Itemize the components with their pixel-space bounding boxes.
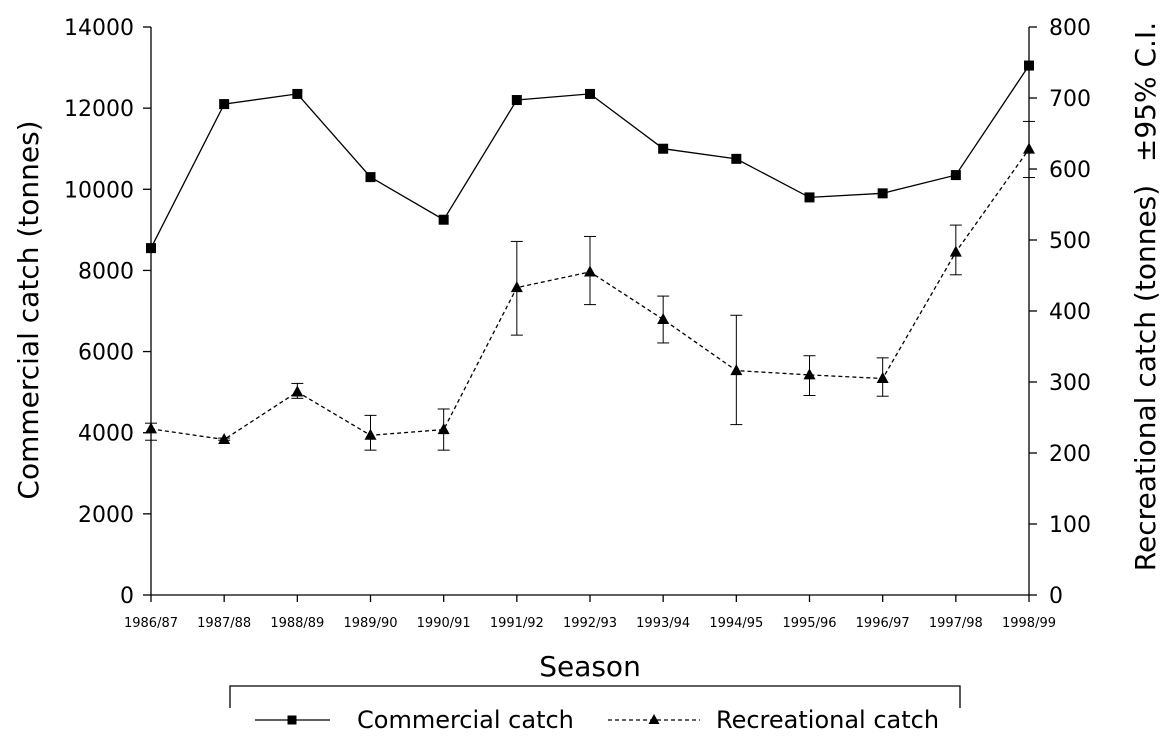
x-tick-label: 1991/92: [490, 616, 544, 631]
recreational-catch-point: [803, 368, 816, 380]
legend-recreational-marker: [648, 714, 660, 724]
recreational-catch-point: [218, 433, 231, 445]
x-tick-label: 1997/98: [929, 616, 983, 631]
right-y-axis-title: Recreational catch (tonnes): [1129, 185, 1162, 571]
recreational-catch-point: [949, 245, 962, 257]
commercial-catch-point: [804, 192, 815, 203]
recreational-catch-point: [510, 281, 523, 293]
x-tick-label: 1996/97: [856, 616, 910, 631]
left-y-axis-title: Commercial catch (tonnes): [12, 120, 45, 499]
left-y-tick-label: 6000: [78, 341, 134, 366]
right-y-tick-label: 100: [1049, 513, 1091, 538]
x-tick-label: 1994/95: [709, 616, 763, 631]
right-y-tick-label: 500: [1049, 229, 1091, 254]
x-axis-title: Season: [539, 650, 641, 683]
commercial-catch-point: [292, 88, 303, 99]
left-y-tick-label: 0: [120, 584, 134, 609]
commercial-catch-point: [950, 170, 961, 181]
right-y-axis-ci-note: ±95% C.I.: [1129, 22, 1162, 162]
commercial-catch-point: [219, 99, 230, 110]
commercial-catch-point: [365, 172, 376, 183]
commercial-catch-point: [146, 243, 156, 254]
x-tick-label: 1993/94: [636, 616, 690, 631]
x-tick-label: 1995/96: [782, 616, 836, 631]
legend-commercial-label: Commercial catch: [357, 706, 574, 734]
recreational-catch-point: [876, 371, 889, 383]
recreational-catch-point: [1023, 142, 1035, 154]
commercial-catch-point: [511, 95, 522, 106]
right-y-tick-label: 800: [1049, 16, 1091, 41]
recreational-catch-point: [145, 422, 157, 434]
left-y-tick-label: 10000: [64, 178, 134, 203]
left-y-tick-label: 8000: [78, 259, 134, 284]
right-y-tick-label: 400: [1049, 300, 1091, 325]
commercial-catch-point: [438, 214, 449, 225]
right-y-tick-label: 200: [1049, 442, 1091, 467]
left-y-tick-label: 2000: [78, 503, 134, 528]
commercial-catch-point: [877, 188, 888, 199]
commercial-catch-point: [585, 88, 595, 99]
legend-recreational-label: Recreational catch: [716, 706, 939, 734]
legend-commercial-marker: [287, 715, 297, 725]
left-y-tick-label: 12000: [64, 97, 134, 122]
recreational-catch-point: [364, 428, 377, 440]
left-y-tick-label: 14000: [64, 16, 134, 41]
commercial-catch-point: [731, 153, 742, 164]
x-tick-label: 1998/99: [1002, 616, 1056, 631]
x-tick-label: 1988/89: [270, 616, 324, 631]
right-y-tick-label: 0: [1049, 584, 1063, 609]
legend-frame: [229, 685, 961, 708]
recreational-catch-point: [657, 313, 670, 325]
x-tick-label: 1990/91: [417, 616, 471, 631]
recreational-catch-point: [291, 385, 304, 397]
recreational-catch-point: [730, 364, 743, 376]
recreational-catch-point: [437, 423, 450, 435]
legend: Commercial catch Recreational catch: [229, 685, 961, 734]
x-tick-label: 1986/87: [124, 616, 178, 631]
x-tick-label: 1989/90: [343, 616, 397, 631]
right-y-tick-label: 600: [1049, 158, 1091, 183]
x-tick-label: 1992/93: [563, 616, 617, 631]
right-y-tick-label: 300: [1049, 371, 1091, 396]
recreational-catch-point: [584, 265, 596, 277]
plot-marks: 0 2000 4000 6000 8000 10000 12000 14000 0 100 200 3…: [64, 16, 1091, 631]
right-y-tick-label: 700: [1049, 87, 1091, 112]
left-y-tick-label: 4000: [78, 422, 134, 447]
x-tick-label: 1987/88: [197, 616, 251, 631]
commercial-catch-point: [658, 143, 669, 154]
commercial-catch-point: [1024, 60, 1034, 71]
